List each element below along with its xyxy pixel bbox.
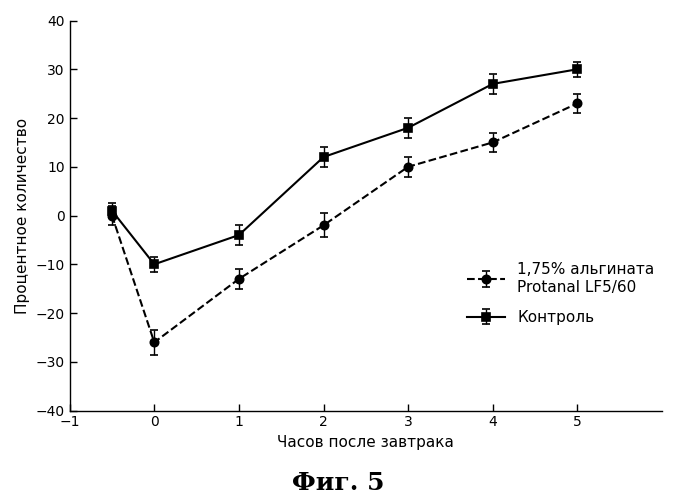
Text: Фиг. 5: Фиг. 5 (292, 471, 385, 495)
Y-axis label: Процентное количество: Процентное количество (15, 118, 30, 314)
Legend: 1,75% альгината
Protanal LF5/60, Контроль: 1,75% альгината Protanal LF5/60, Контрол… (466, 262, 655, 325)
X-axis label: Часов после завтрака: Часов после завтрака (278, 435, 454, 450)
